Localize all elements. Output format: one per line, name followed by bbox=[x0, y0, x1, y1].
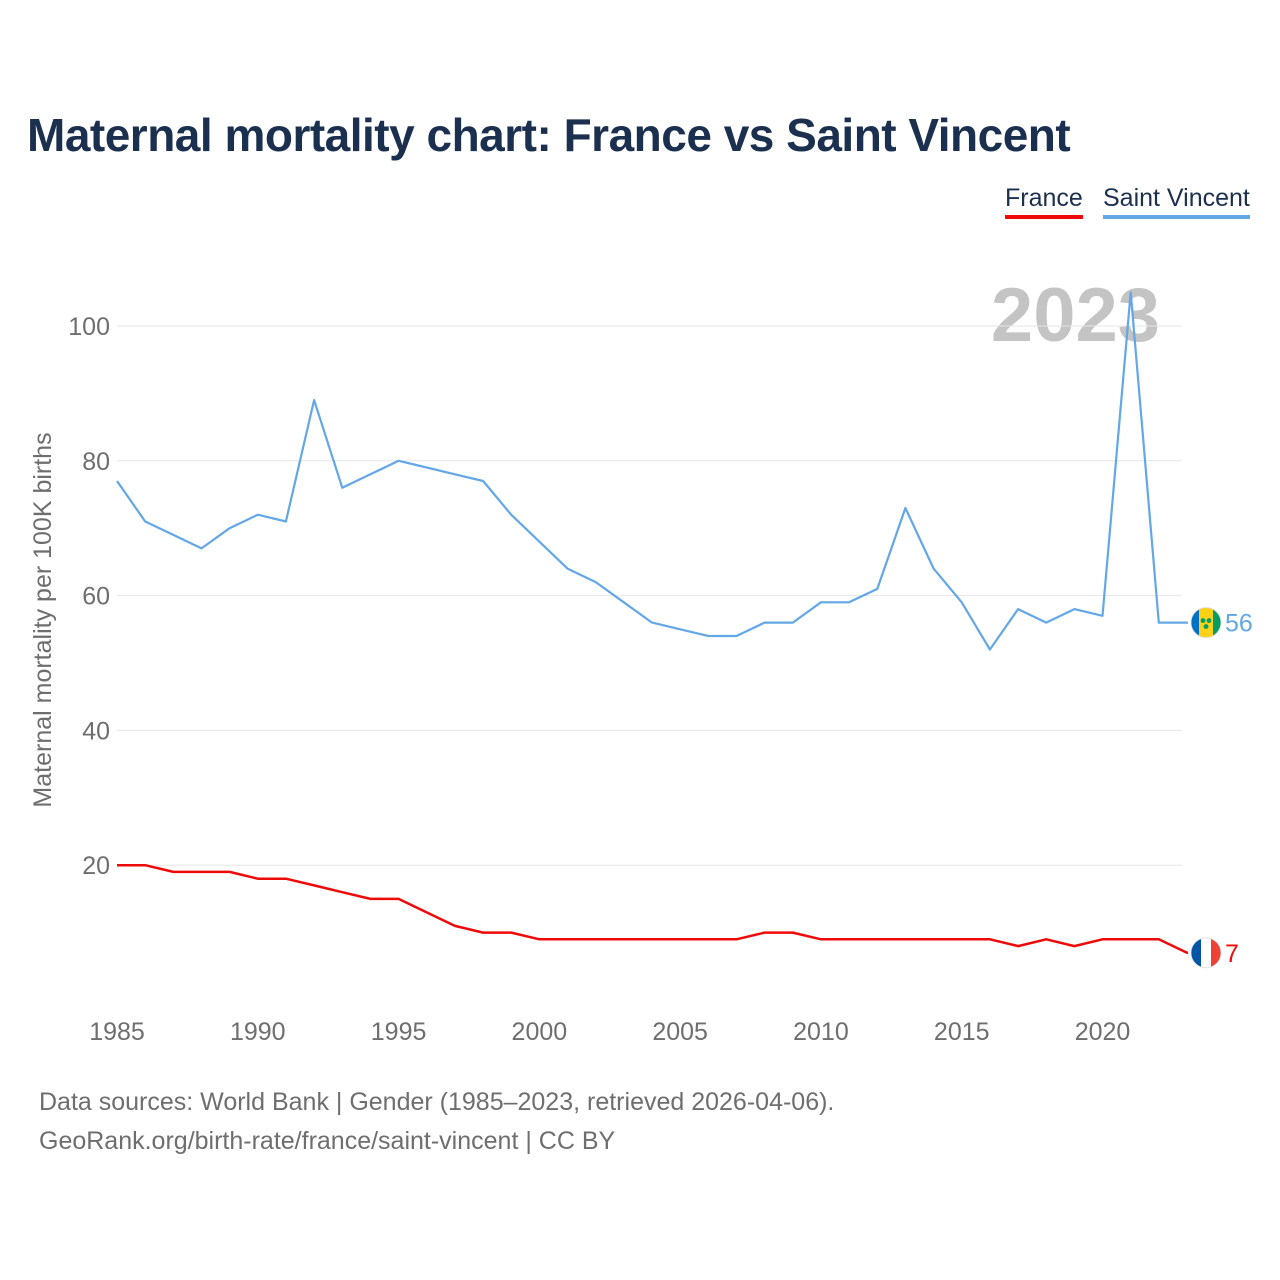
series-lines bbox=[116, 291, 1189, 955]
gridlines bbox=[117, 325, 1182, 866]
x-tick-label: 2000 bbox=[512, 1018, 568, 1046]
series-line-saint-vincent bbox=[116, 291, 1189, 651]
x-tick-label: 2015 bbox=[934, 1018, 990, 1046]
series-line-france bbox=[117, 863, 1189, 955]
x-tick-label: 1995 bbox=[371, 1018, 427, 1046]
x-tick-label: 1985 bbox=[89, 1018, 145, 1046]
y-tick-label: 60 bbox=[82, 583, 110, 611]
france-flag-icon bbox=[1190, 937, 1222, 969]
x-tick-label: 2020 bbox=[1075, 1018, 1131, 1046]
legend-item-saint-vincent[interactable]: Saint Vincent bbox=[1103, 184, 1250, 219]
y-axis-ticks: 20 40 60 80 100 bbox=[68, 313, 110, 880]
legend-item-france[interactable]: France bbox=[1005, 184, 1083, 219]
y-tick-label: 80 bbox=[82, 448, 110, 476]
x-tick-label: 2005 bbox=[652, 1018, 708, 1046]
footer-source: Data sources: World Bank | Gender (1985–… bbox=[39, 1088, 835, 1116]
y-tick-label: 100 bbox=[68, 313, 110, 341]
x-axis-ticks: 1985 1990 1995 2000 2005 2010 2015 2020 bbox=[89, 1018, 1130, 1046]
y-tick-label: 20 bbox=[82, 852, 110, 880]
x-tick-label: 2010 bbox=[793, 1018, 849, 1046]
end-markers: 7 56 bbox=[1190, 607, 1253, 969]
y-axis-label: Maternal mortality per 100K births bbox=[29, 432, 57, 807]
end-value-label: 56 bbox=[1225, 610, 1253, 638]
y-tick-label: 40 bbox=[82, 717, 110, 745]
end-value-label: 7 bbox=[1225, 940, 1239, 968]
footer-credit[interactable]: GeoRank.org/birth-rate/france/saint-vinc… bbox=[39, 1127, 616, 1155]
chart-title: Maternal mortality chart: France vs Sain… bbox=[27, 109, 1071, 161]
x-tick-label: 1990 bbox=[230, 1018, 286, 1046]
saint-vincent-flag-icon bbox=[1190, 607, 1222, 638]
